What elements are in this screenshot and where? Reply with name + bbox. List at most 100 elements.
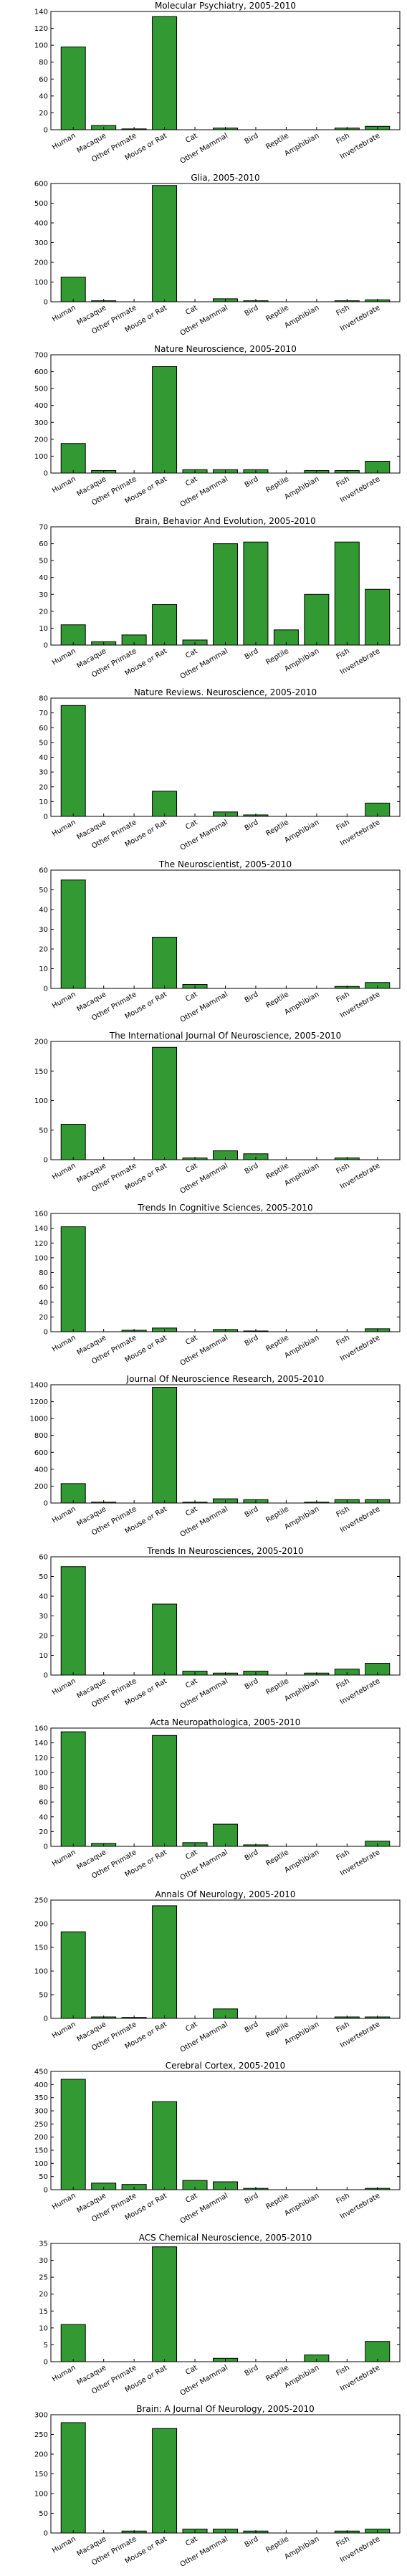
y-tick-label: 400 xyxy=(34,402,48,410)
x-tick-label: Bird xyxy=(244,1162,260,1175)
y-tick-label: 450 xyxy=(34,2069,48,2076)
x-tick-label: Fish xyxy=(335,1505,351,1519)
x-tick-label: Human xyxy=(51,2535,77,2555)
y-tick-label: 200 xyxy=(34,2451,48,2459)
y-tick-label: 10 xyxy=(39,1652,48,1660)
y-tick-label: 140 xyxy=(34,1740,48,1747)
plot-frame xyxy=(50,2071,401,2190)
x-tick-label: Amphibian xyxy=(283,819,320,844)
y-tick-label: 50 xyxy=(39,1573,48,1581)
chart-title: Glia, 2005-2010 xyxy=(191,173,259,183)
chart-title: Nature Reviews. Neuroscience, 2005-2010 xyxy=(134,687,317,697)
x-tick-label: Bird xyxy=(244,647,260,661)
bar-invertebrate xyxy=(365,2340,391,2362)
y-tick-label: 1400 xyxy=(30,1382,48,1390)
bar-mouse-or-rat xyxy=(152,16,178,130)
x-tick-label: Human xyxy=(51,1848,77,1869)
x-tick-label: Amphibian xyxy=(283,1334,320,1360)
y-tick-label: 60 xyxy=(39,1553,48,1561)
bar-amphibian xyxy=(304,593,330,645)
x-tick-label: Cat xyxy=(184,819,198,831)
x-tick-label: Cat xyxy=(184,304,198,317)
bar-mouse-or-rat xyxy=(152,1603,178,1675)
x-tick-label: Fish xyxy=(335,1677,351,1691)
plot-frame xyxy=(50,1899,401,2018)
plot-frame xyxy=(50,2414,401,2534)
y-tick-label: 600 xyxy=(34,180,48,188)
y-tick-label: 0 xyxy=(44,1328,48,1336)
chart-2: Glia, 2005-20100100200300400500600HumanM… xyxy=(34,173,401,337)
plot-frame xyxy=(50,1384,401,1504)
y-tick-label: 200 xyxy=(34,436,48,444)
y-tick-label: 100 xyxy=(34,453,48,461)
y-tick-label: 25 xyxy=(39,2274,48,2281)
plot-frame xyxy=(50,11,401,130)
bar-human xyxy=(60,879,86,988)
x-tick-label: Reptile xyxy=(264,2364,289,2383)
chart-title: Cerebral Cortex, 2005-2010 xyxy=(166,2061,286,2071)
y-tick-label: 40 xyxy=(39,1813,48,1821)
y-tick-label: 60 xyxy=(39,540,48,548)
chart-12: Annals Of Neurology, 2005-2010 0 50 100 150 2… xyxy=(34,1889,401,2053)
y-tick-label: 600 xyxy=(34,1449,48,1457)
y-tick-label: 70 xyxy=(39,523,48,531)
x-tick-label: Bird xyxy=(244,2192,260,2205)
x-tick-label: Fish xyxy=(335,304,351,318)
chart-title: Journal Of Neuroscience Research, 2005-2… xyxy=(126,1374,325,1384)
y-tick-label: 150 xyxy=(34,1944,48,1952)
chart-title: Brain: A Journal Of Neurology, 2005-2010 xyxy=(136,2404,315,2414)
y-tick-label: 0 xyxy=(44,2358,48,2366)
bar-human xyxy=(60,1931,86,2018)
x-tick-label: Amphibian xyxy=(283,1162,320,1188)
chart-9: Journal Of Neuroscience Research, 2005-2… xyxy=(30,1374,401,1539)
x-tick-label: Bird xyxy=(244,2021,260,2034)
bar-human xyxy=(60,2422,86,2534)
x-tick-label: Cat xyxy=(184,2364,198,2377)
y-tick-label: 200 xyxy=(34,1039,48,1046)
x-tick-label: Cat xyxy=(184,1334,198,1347)
chart-title: Molecular Psychiatry, 2005-2010 xyxy=(155,1,296,11)
chart-8: Trends In Cognitive Sciences, 2005-2010 0… xyxy=(34,1203,401,1367)
bar-mouse-or-rat xyxy=(152,366,178,474)
x-tick-label: Bird xyxy=(244,475,260,489)
x-tick-label: Cat xyxy=(184,1677,198,1690)
x-tick-label: Amphibian xyxy=(283,1505,320,1531)
y-tick-label: 10 xyxy=(39,965,48,973)
x-tick-label: Cat xyxy=(184,991,198,1003)
bar-mouse-or-rat xyxy=(152,1904,178,2019)
y-tick-label: 20 xyxy=(39,1313,48,1321)
bar-fish xyxy=(334,541,360,646)
x-tick-label: Fish xyxy=(335,2535,351,2549)
y-tick-label: 60 xyxy=(39,76,48,84)
y-tick-label: 30 xyxy=(39,2257,48,2265)
chart-title: Brain, Behavior And Evolution, 2005-2010 xyxy=(135,516,315,526)
y-tick-label: 20 xyxy=(39,1632,48,1640)
chart-3: Nature Neuroscience, 2005-2010 0 100 200 300… xyxy=(34,344,401,509)
bar-mouse-or-rat xyxy=(152,1735,178,1847)
y-tick-label: 30 xyxy=(39,926,48,934)
x-tick-label: Human xyxy=(51,475,77,495)
bar-mouse-or-rat xyxy=(152,936,178,988)
chart-14: ACS Chemical Neuroscience, 2005-2010 0 5 10… xyxy=(39,2233,401,2397)
chart-7: The International Journal Of Neuroscienc… xyxy=(34,1031,401,1196)
x-tick-label: Bird xyxy=(244,304,260,318)
y-tick-label: 10 xyxy=(39,2324,48,2332)
x-tick-label: Reptile xyxy=(264,991,289,1010)
y-tick-label: 20 xyxy=(39,945,48,953)
y-tick-label: 50 xyxy=(39,739,48,747)
y-tick-label: 100 xyxy=(34,1254,48,1262)
y-tick-label: 200 xyxy=(34,1920,48,1928)
y-tick-label: 20 xyxy=(39,110,48,118)
plot-frame xyxy=(50,1213,401,1332)
x-tick-label: Reptile xyxy=(264,1848,289,1868)
x-tick-label: Human xyxy=(51,1505,77,1525)
plot-frame xyxy=(50,354,401,474)
bar-human xyxy=(60,1565,86,1675)
x-tick-label: Human xyxy=(51,304,77,324)
x-tick-label: Cat xyxy=(184,2192,198,2205)
bar-human xyxy=(60,47,86,130)
bar-human xyxy=(60,2079,86,2190)
x-tick-label: Cat xyxy=(184,475,198,488)
y-tick-label: 0 xyxy=(44,298,48,306)
y-tick-label: 300 xyxy=(34,2412,48,2420)
